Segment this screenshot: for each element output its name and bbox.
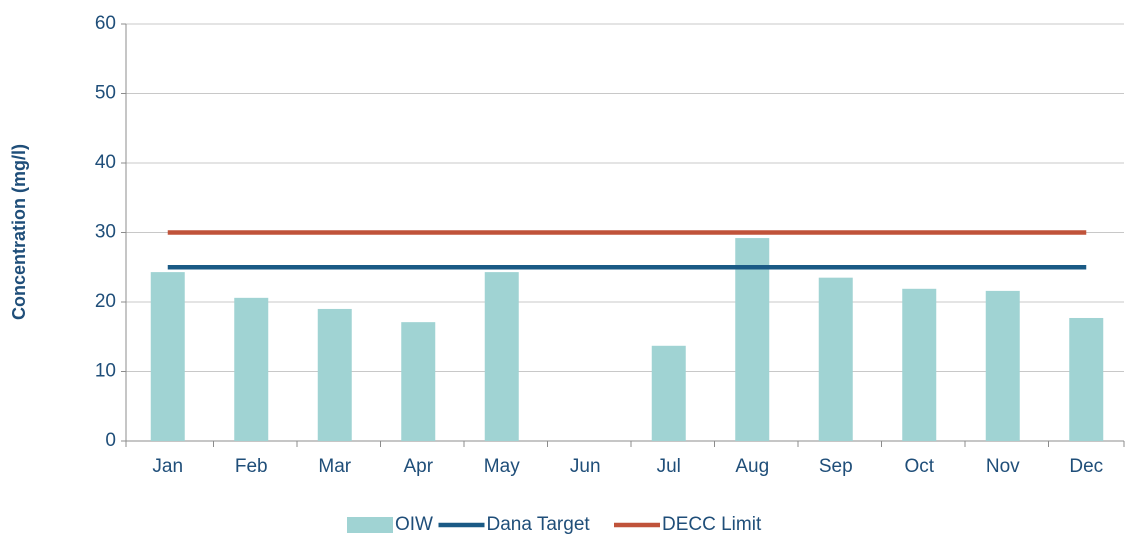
x-tick-label: Sep: [819, 456, 853, 477]
bar: [735, 238, 770, 441]
x-tick-label: Dec: [1069, 456, 1103, 477]
legend-label: Dana Target: [487, 514, 591, 535]
bar: [484, 272, 519, 441]
y-axis-label: Concentration (mg/l): [9, 144, 29, 320]
x-tick-label: Oct: [904, 456, 934, 477]
legend-label: OIW: [395, 514, 433, 535]
bar: [651, 345, 686, 441]
bar: [234, 297, 269, 441]
x-tick-label: May: [484, 456, 520, 477]
bar: [1069, 317, 1104, 441]
x-tick-label: Apr: [403, 456, 433, 477]
bar: [818, 277, 853, 441]
y-tick-label: 50: [95, 83, 116, 104]
bar: [150, 272, 185, 441]
x-tick-label: Aug: [735, 456, 769, 477]
y-tick-label: 20: [95, 291, 116, 312]
y-tick-label: 40: [95, 152, 116, 173]
y-tick-label: 0: [105, 430, 116, 451]
bar: [985, 290, 1020, 441]
bar: [317, 308, 352, 441]
x-tick-label: Feb: [235, 456, 268, 477]
x-tick-label: Jan: [152, 456, 183, 477]
x-tick-label: Jun: [570, 456, 601, 477]
x-tick-label: Mar: [318, 456, 351, 477]
x-tick-label: Nov: [986, 456, 1020, 477]
y-tick-label: 10: [95, 361, 116, 382]
y-tick-label: 30: [95, 222, 116, 243]
bar: [401, 322, 436, 441]
bar: [902, 288, 937, 441]
legend-swatch: [347, 517, 393, 533]
legend-label: DECC Limit: [662, 514, 762, 535]
y-tick-label: 60: [95, 13, 116, 34]
x-tick-label: Jul: [657, 456, 681, 477]
